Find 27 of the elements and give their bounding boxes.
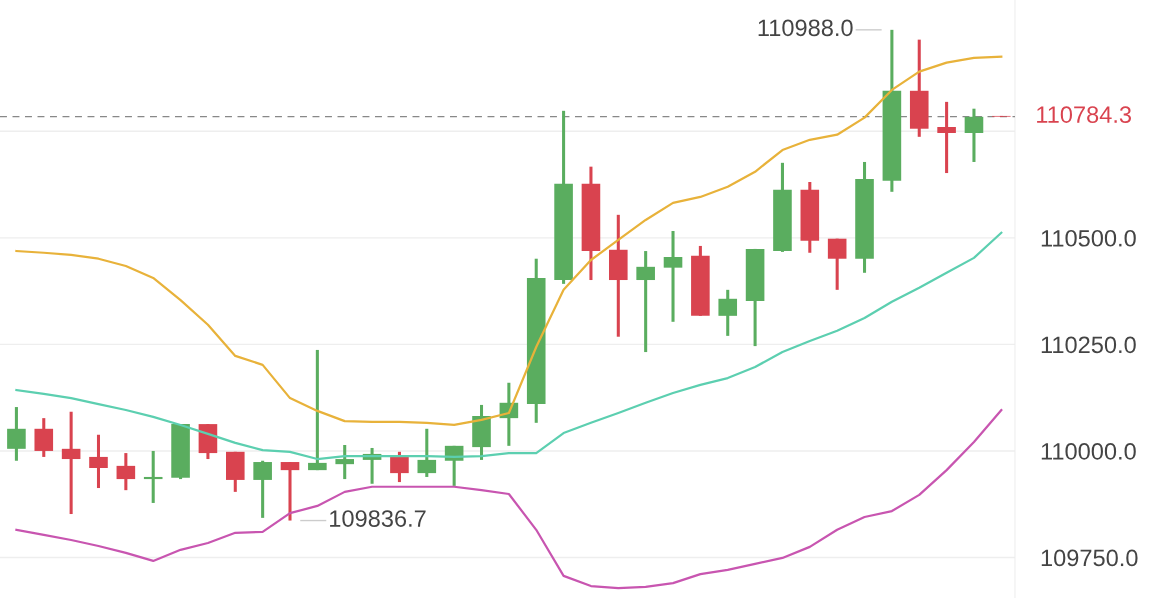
candlestick [280,462,300,521]
candlestick [253,460,272,518]
annotation: 109836.7 [330,510,426,527]
candlestick [143,449,163,503]
line-series [15,408,1003,590]
candlestick [335,444,355,481]
candlestick [718,288,738,336]
annotation: 110988.0 [758,19,853,37]
candlestick [827,238,847,290]
y-tick-label: 110250.0 [1041,336,1136,354]
candlestick [663,231,683,322]
candlestick [308,348,327,472]
candlestick [34,418,54,457]
y-tick-label: 110000.0 [1041,443,1136,460]
candlestick [937,100,956,175]
candlestick [964,108,984,162]
candlestick [636,251,655,354]
candlestick [390,450,409,484]
candlestick [417,427,437,477]
candlestick [89,434,108,490]
candlestick [7,407,26,461]
candlestick [116,453,136,492]
y-tick-label: 109750.0 [1041,549,1138,567]
ref-line-label: 110784.3 [1037,106,1131,123]
y-tick-label: 110500.0 [1041,229,1136,247]
line-series [15,55,1003,427]
candlestick [61,411,81,516]
